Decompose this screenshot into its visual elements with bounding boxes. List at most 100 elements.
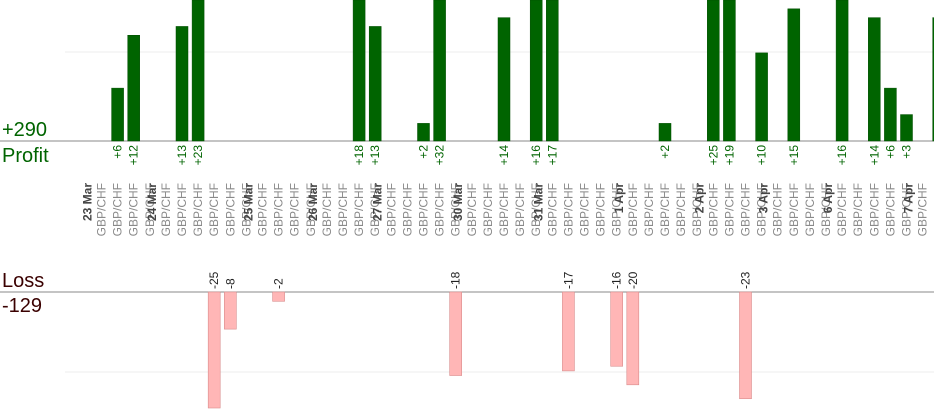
- slot-label: GBP/CHF: [722, 183, 736, 236]
- date-label: 24 Mar: [145, 183, 159, 221]
- slot-label: GBP/CHF: [803, 183, 817, 236]
- loss-label: Loss: [2, 270, 44, 292]
- profit-bar: [352, 0, 366, 142]
- loss-bar: [626, 291, 640, 386]
- slot-label: GBP/CHF: [384, 183, 398, 236]
- profit-bar: [787, 8, 801, 142]
- profit-bar: [868, 17, 881, 142]
- slot-label: GBP/CHF: [578, 183, 592, 236]
- profit-bar: [368, 26, 382, 142]
- profit-bar: [529, 0, 543, 142]
- date-label: 23 Mar: [81, 183, 95, 221]
- loss-value-label: -23: [739, 271, 753, 289]
- slot-label: GBP/CHF: [320, 183, 334, 236]
- slot-label: GBP/CHF: [819, 183, 833, 236]
- slot-label: GBP/CHF: [883, 183, 897, 236]
- slot-label: GBP/CHF: [288, 183, 302, 236]
- loss-bar: [272, 291, 285, 302]
- slot-label: GBP/CHF: [594, 183, 608, 236]
- loss-total: -129: [2, 295, 42, 317]
- profit-value-label: +19: [722, 145, 736, 166]
- date-label: 31 Mar: [531, 183, 545, 221]
- slot-label: GBP/CHF: [706, 183, 720, 236]
- date-label: 1 Apr: [612, 183, 626, 214]
- date-label: 3 Apr: [757, 183, 771, 214]
- loss-value-label: -20: [626, 271, 640, 289]
- profit-label: Profit: [2, 145, 49, 167]
- slot-label: GBP/CHF: [239, 183, 253, 236]
- slot-label: GBP/CHF: [529, 183, 543, 236]
- slot-label: GBP/CHF: [111, 183, 125, 236]
- slot-label: GBP/CHF: [513, 183, 527, 236]
- profit-value-label: +12: [127, 145, 141, 166]
- loss-value-label: -25: [207, 271, 221, 289]
- slot-label: GBP/CHF: [642, 183, 656, 236]
- profit-value-label: +14: [867, 145, 881, 166]
- profit-value-label: +14: [497, 145, 511, 166]
- slot-label: GBP/CHF: [223, 183, 237, 236]
- profit-value-label: +2: [417, 145, 431, 159]
- profit-value-label: +13: [175, 145, 189, 166]
- slot-label: GBP/CHF: [835, 183, 849, 236]
- loss-bar: [610, 291, 624, 367]
- loss-bar: [224, 291, 237, 330]
- profit-value-label: +6: [883, 145, 897, 159]
- slot-label: GBP/CHF: [658, 183, 672, 236]
- slot-label: GBP/CHF: [867, 183, 881, 236]
- profit-value-label: +2: [658, 145, 672, 159]
- profit-value-label: +3: [900, 145, 914, 159]
- profit-bar: [707, 0, 720, 142]
- profit-bar: [755, 52, 768, 142]
- profit-value-label: +16: [835, 145, 849, 166]
- date-label: 26 Mar: [306, 183, 320, 221]
- slot-label: GBP/CHF: [191, 183, 205, 236]
- slot-label: GBP/CHF: [674, 183, 688, 236]
- slot-label: GBP/CHF: [755, 183, 769, 236]
- slot-label: GBP/CHF: [690, 183, 704, 236]
- date-label: 30 Mar: [451, 183, 465, 221]
- profit-bar: [884, 87, 897, 142]
- profit-value-label: +14: [932, 145, 934, 166]
- profit-value-label: +6: [111, 145, 125, 159]
- slot-label: GBP/CHF: [159, 183, 173, 236]
- profit-value-label: +16: [529, 145, 543, 166]
- slot-label: GBP/CHF: [336, 183, 350, 236]
- slot-label: GBP/CHF: [433, 183, 447, 236]
- slot-label: GBP/CHF: [610, 183, 624, 236]
- loss-value-label: -16: [610, 271, 624, 289]
- slot-label: GBP/CHF: [417, 183, 431, 236]
- slot-label: GBP/CHF: [932, 183, 934, 236]
- profit-bar: [900, 114, 913, 142]
- profit-bar: [175, 26, 189, 142]
- loss-value-label: -18: [449, 271, 463, 289]
- profit-value-label: +25: [706, 145, 720, 166]
- slot-label: GBP/CHF: [207, 183, 221, 236]
- date-label: 6 Apr: [821, 183, 835, 214]
- profit-bar: [111, 87, 124, 142]
- profit-value-label: +15: [787, 145, 801, 166]
- loss-bar: [562, 291, 575, 372]
- profit-value-label: +17: [545, 145, 559, 166]
- slot-label: GBP/CHF: [916, 183, 930, 236]
- profit-bar: [127, 35, 140, 142]
- profit-value-label: +32: [433, 145, 447, 166]
- loss-bar: [449, 291, 463, 376]
- slot-label: GBP/CHF: [900, 183, 914, 236]
- date-label: 25 Mar: [242, 183, 256, 221]
- profit-value-label: +18: [352, 145, 366, 166]
- profit-bar: [835, 0, 849, 142]
- slot-label: GBP/CHF: [304, 183, 318, 236]
- loss-bar: [739, 291, 752, 400]
- loss-bar: [207, 291, 221, 409]
- loss-value-label: -8: [223, 278, 237, 289]
- slot-label: GBP/CHF: [626, 183, 640, 236]
- profit-bar: [658, 123, 672, 142]
- slot-label: GBP/CHF: [851, 183, 865, 236]
- slot-label: GBP/CHF: [400, 183, 414, 236]
- slot-label: GBP/CHF: [175, 183, 189, 236]
- slot-label: GBP/CHF: [771, 183, 785, 236]
- profit-bar: [191, 0, 205, 142]
- profit-bar: [417, 123, 430, 142]
- slot-label: GBP/CHF: [481, 183, 495, 236]
